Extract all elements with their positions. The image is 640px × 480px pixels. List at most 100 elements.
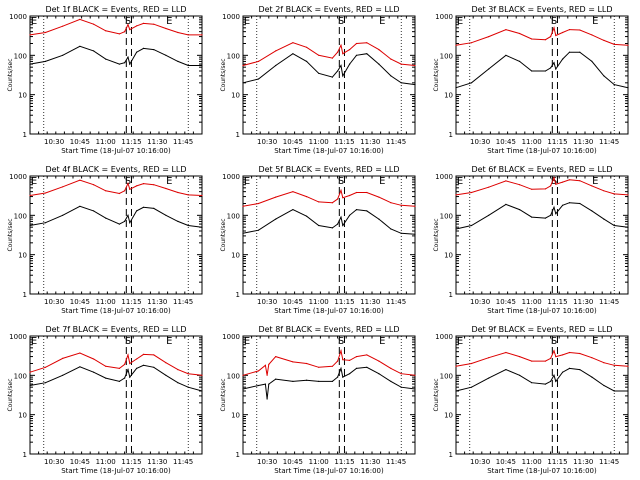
series-lld-point — [153, 354, 155, 356]
series-events-point — [553, 374, 555, 376]
series-lld-point — [201, 34, 203, 36]
series-events-point — [129, 222, 131, 224]
series-events-point — [79, 205, 81, 207]
series-events-point — [550, 380, 552, 382]
series-lld-point — [136, 358, 138, 360]
series-events-point — [136, 210, 138, 212]
series-events-point — [177, 382, 179, 384]
panel-title: Det 9f BLACK = Events, RED = LLD — [471, 325, 612, 334]
series-lld-point — [378, 196, 380, 198]
x-tick-label: 11:15 — [547, 298, 567, 306]
series-events-point — [555, 68, 557, 70]
series-lld-point — [331, 57, 333, 59]
series-events-point — [44, 382, 47, 384]
series-lld-point — [603, 362, 605, 364]
series-events-point — [306, 60, 308, 63]
series-events-point — [488, 214, 490, 216]
y-axis-label: Counts/sec — [433, 378, 440, 411]
series-lld-point — [455, 365, 457, 367]
series-events-point — [337, 70, 339, 72]
series-events-point — [306, 215, 308, 217]
series-lld-point — [568, 179, 571, 181]
x-tick-label: 11:15 — [334, 138, 354, 146]
x-tick-label: 11:30 — [147, 298, 167, 306]
series-lld-point — [337, 198, 339, 200]
x-tick-label: 11:15 — [121, 298, 141, 306]
x-tick-label: 11:30 — [360, 298, 380, 306]
series-lld-line — [455, 349, 629, 367]
series-lld-point — [29, 194, 31, 197]
series-events-point — [555, 213, 557, 215]
series-lld-point — [177, 31, 179, 34]
series-events-point — [613, 84, 615, 86]
y-tick-label: 1 — [236, 291, 240, 299]
series-lld-point — [531, 38, 533, 40]
series-lld-point — [124, 190, 126, 192]
series-events-point — [342, 75, 344, 77]
x-tick-label: 11:45 — [599, 458, 619, 466]
series-lld-point — [292, 191, 294, 193]
series-events-point — [242, 232, 244, 234]
series-events-point — [519, 60, 521, 63]
series-lld-point — [127, 354, 129, 356]
series-lld-point — [505, 180, 507, 182]
series-events-point — [579, 51, 581, 53]
series-events-point — [550, 214, 552, 216]
series-events-point — [62, 374, 64, 376]
series-lld-line — [29, 18, 202, 36]
series-lld-point — [257, 202, 260, 205]
series-events-point — [390, 75, 392, 77]
series-lld-point — [142, 353, 145, 355]
series-lld-point — [579, 180, 581, 182]
series-events-point — [488, 68, 490, 70]
series-lld-point — [340, 44, 342, 46]
series-events-point — [257, 229, 260, 231]
series-events-point — [118, 380, 120, 382]
series-lld-point — [455, 194, 457, 196]
series-lld-point — [455, 44, 457, 46]
series-lld-point — [550, 185, 552, 187]
y-tick-label: 1000 — [435, 13, 453, 21]
series-lld-point — [127, 24, 129, 26]
series-lld-point — [366, 191, 368, 194]
series-events-point — [118, 223, 120, 225]
series-lld-point — [603, 39, 605, 42]
chart-panel-4: Det 4f BLACK = Events, RED = LLD 1 10 100 10… — [7, 165, 203, 315]
series-lld-point — [105, 30, 107, 32]
series-lld-line — [242, 188, 416, 207]
plot-frame — [242, 175, 416, 295]
series-events-point — [550, 67, 552, 69]
chart-panel-2: Det 2f BLACK = Events, RED = LLD 1 10 100 10… — [220, 5, 416, 155]
y-axis-label: Counts/sec — [7, 218, 14, 251]
series-events-point — [318, 72, 320, 74]
series-lld-point — [201, 194, 203, 197]
plot-frame — [455, 175, 629, 295]
interval-marker: E — [379, 176, 385, 187]
series-events-point — [331, 227, 333, 229]
x-tick-label: 11:45 — [173, 138, 193, 146]
x-axis-label: Start Time (18-Jul-07 10:16:00) — [274, 147, 384, 155]
series-events-point — [349, 373, 351, 375]
interval-marker: S — [551, 176, 557, 187]
series-events-point — [555, 380, 557, 382]
series-events-line — [455, 51, 629, 89]
series-events-point — [603, 75, 605, 77]
series-events-point — [266, 398, 268, 400]
series-events-point — [455, 87, 457, 89]
series-lld-point — [129, 362, 131, 365]
series-events-point — [562, 58, 564, 60]
series-lld-point — [136, 25, 138, 27]
series-lld-point — [355, 356, 358, 358]
interval-marker: E — [379, 16, 385, 27]
series-lld-point — [591, 34, 593, 36]
series-lld-point — [544, 39, 547, 41]
x-tick-label: 11:15 — [547, 138, 567, 146]
series-events-point — [93, 210, 95, 212]
series-lld-point — [488, 186, 490, 188]
series-lld-point — [187, 34, 189, 36]
series-lld-point — [124, 31, 126, 33]
series-lld-point — [568, 29, 571, 31]
x-tick-label: 10:45 — [496, 138, 516, 146]
x-tick-label: 11:45 — [173, 458, 193, 466]
series-events-point — [62, 54, 64, 56]
